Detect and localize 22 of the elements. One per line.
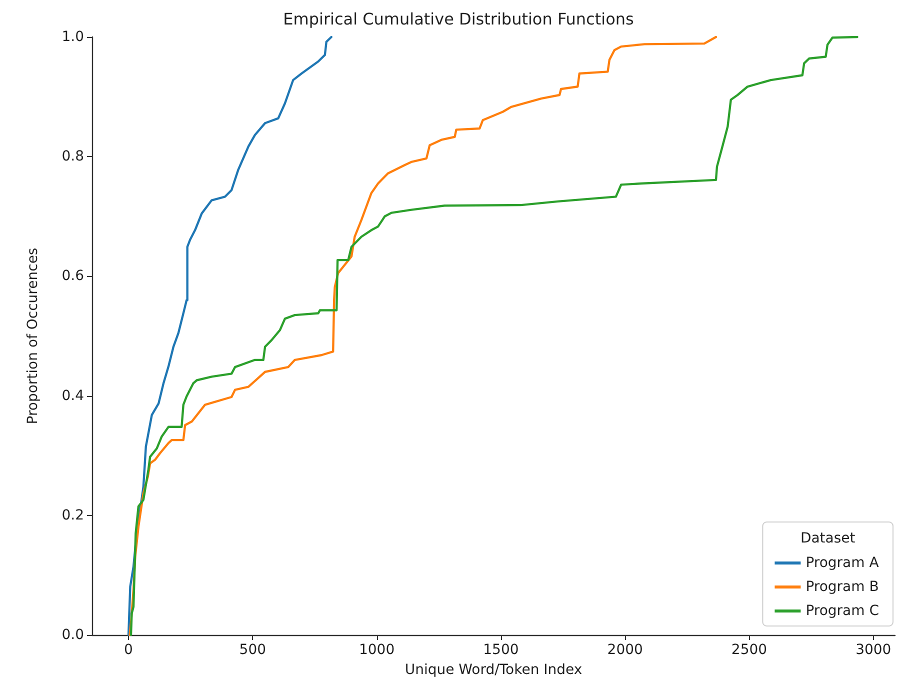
y-tick-label: 0.8: [62, 148, 84, 165]
legend-label: Program A: [806, 555, 880, 571]
line-series: [128, 36, 718, 636]
legend-label: Program B: [806, 579, 879, 595]
y-tick-label: 1.0: [62, 29, 84, 45]
x-tick-label: 2500: [731, 642, 768, 658]
x-tick-label: 500: [239, 642, 266, 658]
y-tick-label: 0.2: [62, 507, 84, 524]
x-tick-label: 1000: [358, 642, 395, 658]
line-series: [127, 36, 332, 636]
legend-label: Program C: [806, 603, 880, 619]
y-tick-label: 0.0: [62, 627, 84, 643]
y-axis-title: Proportion of Occurences: [25, 248, 41, 424]
x-axis-title: Unique Word/Token Index: [404, 662, 582, 678]
x-tick-label: 3000: [856, 642, 892, 658]
legend-title: Dataset: [800, 530, 856, 546]
chart-title: Empirical Cumulative Distribution Functions: [283, 10, 634, 28]
y-tick-label: 0.6: [62, 268, 84, 284]
x-tick-label: 2000: [607, 642, 643, 658]
y-tick-label: 0.4: [62, 388, 84, 404]
x-tick-label: 1500: [483, 642, 519, 658]
x-tick-label: 0: [124, 642, 133, 658]
